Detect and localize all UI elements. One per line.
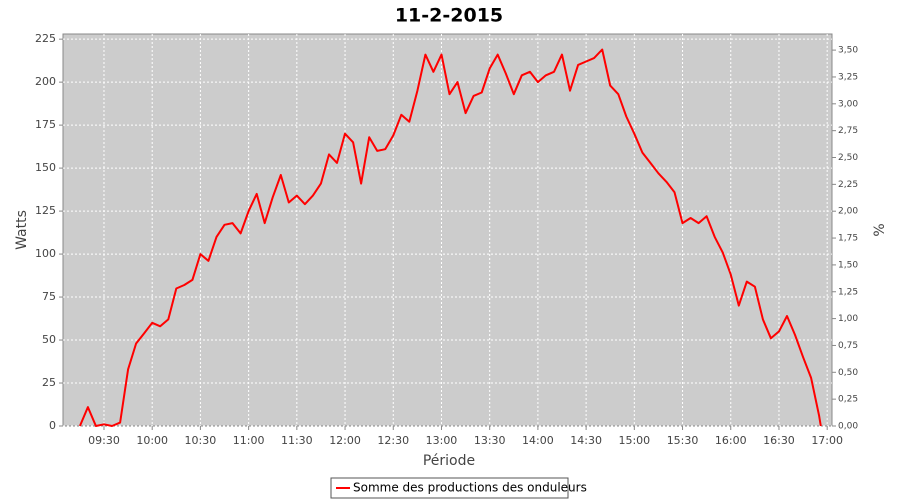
legend-box bbox=[330, 477, 569, 499]
x-tick-label: 14:00 bbox=[522, 434, 554, 447]
x-tick-label: 11:30 bbox=[281, 434, 313, 447]
legend: Somme des productions des onduleurs bbox=[330, 477, 587, 499]
x-tick-label: 16:00 bbox=[715, 434, 747, 447]
y2-tick-label: 1,50 bbox=[838, 260, 858, 270]
x-tick-label: 10:00 bbox=[136, 434, 168, 447]
y2-tick-label: 2,50 bbox=[838, 153, 858, 163]
y-tick-label: 150 bbox=[35, 161, 56, 174]
x-axis-label: Période bbox=[423, 453, 475, 469]
plot-area bbox=[62, 33, 833, 427]
legend-label: Somme des productions des onduleurs bbox=[353, 481, 587, 495]
y-tick-label: 200 bbox=[35, 75, 56, 88]
y2-tick-label: 3,00 bbox=[838, 99, 858, 109]
y2-tick-label: 0,25 bbox=[838, 395, 858, 405]
y-axis-label: Watts bbox=[14, 210, 30, 250]
y2-tick-label: 2,00 bbox=[838, 207, 858, 217]
data-line bbox=[78, 48, 822, 427]
y-tick-label: 225 bbox=[35, 32, 56, 45]
y2-tick-label: 1,00 bbox=[838, 314, 858, 324]
y-tick-label: 100 bbox=[35, 247, 56, 260]
y2-tick-label: 2,75 bbox=[838, 126, 858, 136]
x-tick-label: 14:30 bbox=[570, 434, 602, 447]
chart-title: 11-2-2015 bbox=[395, 5, 503, 27]
x-tick-label: 09:30 bbox=[88, 434, 120, 447]
x-tick-label: 10:30 bbox=[185, 434, 217, 447]
x-tick-label: 15:00 bbox=[618, 434, 650, 447]
x-tick-label: 12:30 bbox=[377, 434, 409, 447]
y2-tick-label: 0,00 bbox=[838, 422, 858, 432]
y2-axis-label: % bbox=[872, 223, 888, 236]
y2-tick-label: 0,50 bbox=[838, 368, 858, 378]
x-tick-label: 13:30 bbox=[474, 434, 506, 447]
y-tick-label: 175 bbox=[35, 118, 56, 131]
y-tick-label: 75 bbox=[42, 290, 56, 303]
y2-tick-label: 1,25 bbox=[838, 287, 858, 297]
y-tick-label: 0 bbox=[49, 419, 56, 432]
x-tick-label: 17:00 bbox=[811, 434, 843, 447]
y2-tick-label: 0,75 bbox=[838, 341, 858, 351]
x-tick-label: 15:30 bbox=[667, 434, 699, 447]
y-tick-label: 25 bbox=[42, 376, 56, 389]
x-tick-label: 13:00 bbox=[426, 434, 458, 447]
y2-tick-label: 1,75 bbox=[838, 234, 858, 244]
y2-tick-label: 3,25 bbox=[838, 72, 858, 82]
y-tick-label: 50 bbox=[42, 333, 56, 346]
y-tick-label: 125 bbox=[35, 204, 56, 217]
x-tick-label: 16:30 bbox=[763, 434, 795, 447]
y2-tick-label: 3,50 bbox=[838, 46, 858, 56]
y2-tick-label: 2,25 bbox=[838, 180, 858, 190]
x-tick-label: 12:00 bbox=[329, 434, 361, 447]
x-tick-label: 11:00 bbox=[233, 434, 265, 447]
